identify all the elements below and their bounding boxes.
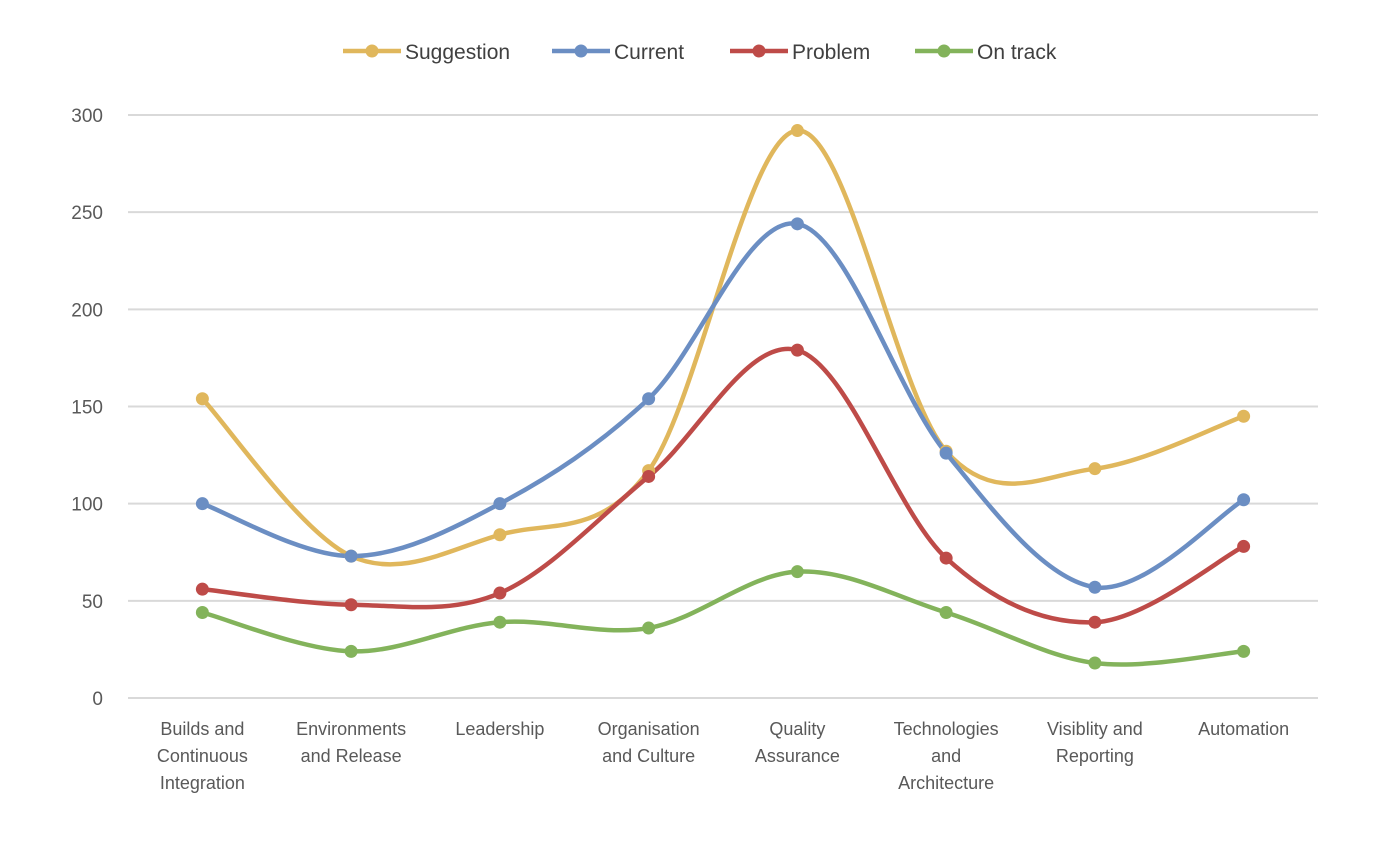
x-tick-label-line: and Culture: [602, 746, 695, 766]
legend-label-problem: Problem: [792, 41, 870, 64]
x-tick-label: Automation: [1198, 719, 1289, 739]
y-tick-label: 100: [71, 495, 103, 516]
x-axis-labels: Builds and Continuous Integration Environme…: [157, 719, 1289, 793]
data-point-on-track: [493, 615, 507, 629]
data-point-problem: [344, 598, 358, 612]
series-line-current: [200, 221, 1246, 590]
data-point-problem: [1237, 539, 1251, 553]
x-tick-label-line: Technologies: [894, 719, 999, 739]
x-tick-label-line: Architecture: [898, 773, 994, 793]
data-point-current: [939, 446, 953, 460]
x-tick-label-line: Continuous: [157, 746, 248, 766]
data-point-on-track: [1237, 644, 1251, 658]
x-tick-label: Organisation and Culture: [598, 719, 700, 766]
x-tick-label: Leadership: [455, 719, 544, 739]
legend-marker-on-track: [937, 44, 951, 58]
legend-label-suggestion: Suggestion: [405, 41, 510, 64]
data-point-current: [1237, 493, 1251, 507]
legend-label-on-track: On track: [977, 41, 1057, 64]
legend-marker-suggestion: [365, 44, 379, 58]
x-tick-label-line: and Release: [301, 746, 402, 766]
y-tick-label: 250: [71, 203, 103, 224]
x-tick-label-line: Quality: [769, 719, 825, 739]
series-points: [195, 124, 1251, 670]
data-point-suggestion: [493, 528, 507, 542]
x-tick-label-line: Visiblity and: [1047, 719, 1143, 739]
x-tick-label-line: Environments: [296, 719, 406, 739]
series-lines: [200, 128, 1246, 667]
x-tick-label-line: Leadership: [455, 719, 544, 739]
data-point-suggestion: [195, 392, 209, 406]
data-point-current: [493, 497, 507, 511]
legend-marker-problem: [752, 44, 766, 58]
y-tick-label: 50: [82, 592, 103, 613]
x-tick-label: Environments and Release: [296, 719, 406, 766]
data-point-problem: [790, 343, 804, 357]
y-axis-ticks: 0 50 100 150 200 250 300: [71, 106, 103, 710]
x-tick-label-line: and: [931, 746, 961, 766]
data-point-on-track: [642, 621, 656, 635]
data-point-problem: [1088, 615, 1102, 629]
data-point-on-track: [790, 565, 804, 579]
legend: Suggestion Current Problem On track: [343, 41, 1057, 64]
data-point-current: [1088, 580, 1102, 594]
data-point-current: [790, 217, 804, 231]
series-line-on-track: [200, 569, 1246, 667]
data-point-current: [195, 497, 209, 511]
data-point-on-track: [344, 644, 358, 658]
series-line-suggestion: [200, 128, 1246, 567]
y-tick-label: 300: [71, 106, 103, 127]
data-point-current: [642, 392, 656, 406]
data-point-on-track: [195, 605, 209, 619]
data-point-problem: [493, 586, 507, 600]
x-tick-label-line: Reporting: [1056, 746, 1134, 766]
x-tick-label: Visiblity and Reporting: [1047, 719, 1143, 766]
x-tick-label: Quality Assurance: [755, 719, 840, 766]
data-point-problem: [939, 551, 953, 565]
gridlines: [128, 114, 1318, 699]
x-tick-label: Technologies and Architecture: [894, 719, 999, 793]
x-tick-label-line: Assurance: [755, 746, 840, 766]
data-point-current: [344, 549, 358, 563]
y-tick-label: 0: [92, 689, 103, 710]
data-point-suggestion: [790, 124, 804, 138]
data-point-suggestion: [1088, 462, 1102, 476]
data-point-problem: [642, 469, 656, 483]
x-tick-label-line: Builds and: [160, 719, 244, 739]
x-tick-label: Builds and Continuous Integration: [157, 719, 248, 793]
data-point-on-track: [939, 605, 953, 619]
data-point-on-track: [1088, 656, 1102, 670]
data-point-suggestion: [1237, 409, 1251, 423]
y-tick-label: 150: [71, 398, 103, 419]
legend-marker-current: [574, 44, 588, 58]
y-tick-label: 200: [71, 300, 103, 321]
x-tick-label-line: Automation: [1198, 719, 1289, 739]
legend-label-current: Current: [614, 41, 684, 64]
series-line-problem: [200, 346, 1246, 625]
x-tick-label-line: Organisation: [598, 719, 700, 739]
data-point-problem: [195, 582, 209, 596]
x-tick-label-line: Integration: [160, 773, 245, 793]
